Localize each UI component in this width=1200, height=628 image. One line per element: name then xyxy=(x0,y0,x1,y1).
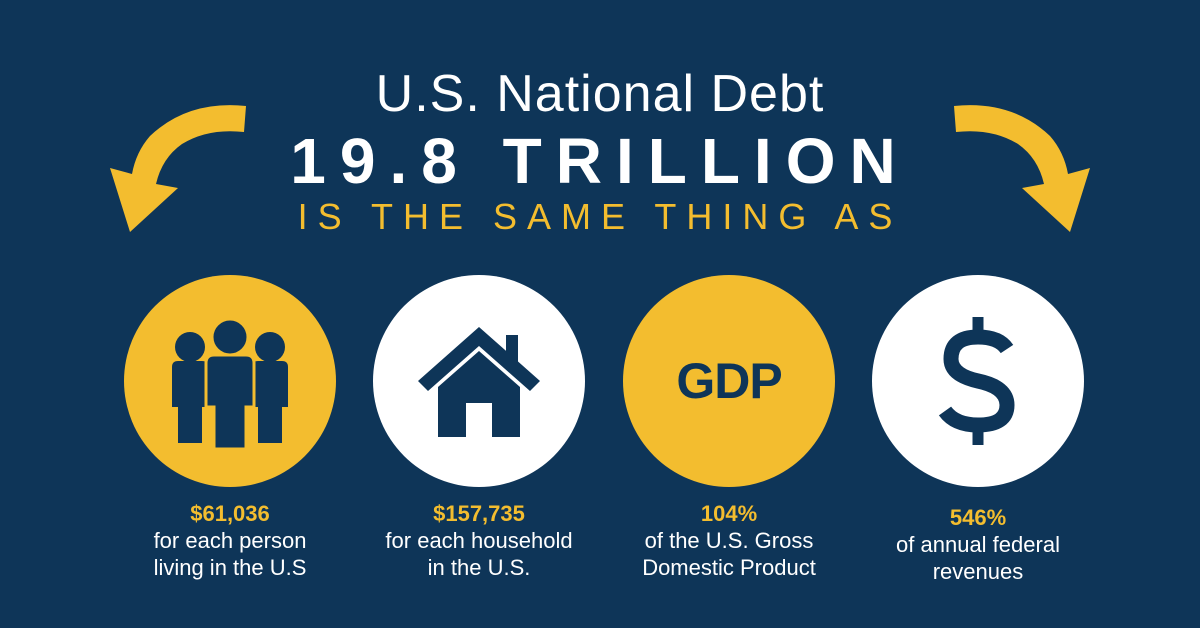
gdp-icon: GDP xyxy=(676,353,782,409)
house-icon xyxy=(418,327,540,437)
stat-gdp: 104% of the U.S. Gross Domestic Product xyxy=(599,500,859,581)
title-line-1: U.S. National Debt xyxy=(375,65,825,123)
stat-desc-line: for each person xyxy=(153,528,307,553)
stat-value: $61,036 xyxy=(190,501,270,526)
stat-per-person: $61,036 for each person living in the U.… xyxy=(100,500,360,581)
stat-desc-line: of the U.S. Gross xyxy=(644,528,814,553)
stat-desc-line: for each household xyxy=(385,528,573,553)
title-line-2: 19.8 TRILLION xyxy=(290,125,910,197)
dollar-icon xyxy=(938,317,1015,445)
curved-arrow-left-icon xyxy=(110,105,246,232)
house-circle xyxy=(373,275,585,487)
people-icon xyxy=(172,317,288,451)
stat-federal-revenues: 546% of annual federal revenues xyxy=(848,504,1108,585)
people-circle xyxy=(124,275,336,487)
stat-desc-line: Domestic Product xyxy=(642,555,816,580)
curved-arrow-right-icon xyxy=(954,105,1090,232)
stat-value: 546% xyxy=(949,505,1007,530)
gdp-circle: GDP xyxy=(623,275,835,487)
stat-desc-line: in the U.S. xyxy=(427,555,531,580)
stat-per-household: $157,735 for each household in the U.S. xyxy=(349,500,609,581)
stat-value: $157,735 xyxy=(433,501,525,526)
stat-desc-line: living in the U.S xyxy=(153,555,307,580)
stat-desc-line: of annual federal xyxy=(896,532,1060,557)
stat-value: 104% xyxy=(700,501,758,526)
dollar-circle xyxy=(872,275,1084,487)
title-line-3: IS THE SAME THING AS xyxy=(297,196,903,237)
stat-desc-line: revenues xyxy=(932,559,1024,584)
